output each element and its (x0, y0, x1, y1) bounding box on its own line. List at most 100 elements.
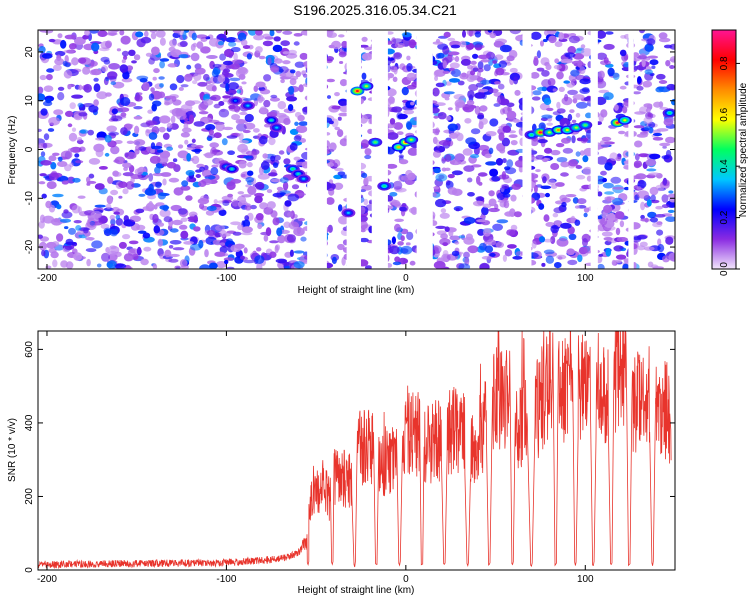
heatmap-cell (434, 102, 446, 106)
heatmap-cell (620, 35, 627, 39)
heatmap-cell (637, 245, 646, 251)
heatmap-cell (208, 119, 220, 123)
heatmap-cell (605, 31, 614, 35)
heatmap-cell (85, 248, 97, 253)
heatmap-cell (198, 240, 204, 249)
heatmap-cell (643, 116, 653, 125)
snr-y-tick-label: 200 (24, 488, 35, 505)
heatmap-cell (391, 106, 403, 113)
heatmap-cell (288, 86, 295, 95)
heatmap-cell (246, 161, 253, 168)
heatmap-cell (123, 55, 128, 61)
heatmap-cell (537, 86, 549, 91)
heatmap-cell (568, 159, 579, 167)
heatmap-cell (206, 55, 218, 59)
heatmap-cell (110, 145, 120, 155)
heatmap-cell (43, 85, 54, 92)
heatmap-cell (571, 119, 577, 123)
heatmap-cell (255, 213, 264, 221)
heatmap-cell (451, 250, 460, 257)
heatmap-cell (448, 51, 460, 56)
heatmap-cell (535, 154, 545, 160)
heatmap-cell (293, 135, 302, 142)
heatmap-cell (75, 160, 84, 164)
heatmap-cell (284, 200, 292, 207)
heatmap-cell (477, 172, 488, 177)
heatmap-cell (447, 174, 455, 179)
heatmap-cell (614, 211, 625, 220)
heatmap-cell (162, 132, 170, 140)
heatmap-y-tick-label: -20 (24, 239, 35, 254)
heatmap-cell (121, 59, 126, 64)
colorbar-tick-label: 0.2 (719, 210, 730, 224)
heatmap-cell (159, 58, 170, 62)
heatmap-cell (152, 213, 159, 223)
heatmap-cell (645, 158, 657, 167)
heatmap-cell (564, 52, 576, 58)
heatmap-cell (581, 137, 589, 142)
heatmap-cell (135, 208, 145, 214)
heatmap-cell (264, 123, 271, 128)
heatmap-cell (52, 259, 58, 268)
heatmap-cell (241, 226, 253, 234)
heatmap-cell (148, 57, 155, 65)
heatmap-cell (109, 245, 117, 250)
heatmap-cell (436, 230, 447, 236)
heatmap-cell (337, 243, 345, 251)
heatmap-cell (636, 55, 648, 60)
heatmap-peak (346, 211, 350, 214)
heatmap-cell (243, 247, 248, 254)
heatmap-cell (327, 95, 331, 99)
heatmap-cell (73, 252, 83, 261)
heatmap-cell (91, 68, 102, 76)
heatmap-cell (394, 42, 405, 48)
heatmap-cell (331, 40, 342, 50)
heatmap-cell (270, 94, 278, 99)
heatmap-cell (119, 97, 131, 106)
heatmap-cell (436, 139, 441, 148)
heatmap-cell (209, 262, 218, 269)
heatmap-cell (198, 180, 207, 187)
heatmap-cell (253, 128, 260, 133)
heatmap-cell (515, 251, 525, 257)
heatmap-cell (263, 234, 269, 242)
heatmap-cell (171, 219, 183, 226)
heatmap-cell (577, 59, 583, 68)
heatmap-cell (109, 228, 119, 237)
heatmap-cell (147, 109, 154, 114)
heatmap-cell (155, 181, 162, 188)
heatmap-cell (297, 217, 305, 222)
heatmap-cell (546, 30, 557, 35)
heatmap-cell (190, 100, 201, 105)
heatmap-cell (181, 127, 192, 133)
heatmap-cell (341, 40, 348, 49)
colorbar-tick-label: 0.4 (719, 159, 730, 173)
snr-panel: -200 -100 0 100 0 200 400 600 Height of straig… (7, 330, 676, 596)
heatmap-cell (265, 227, 272, 237)
heatmap-cell (510, 194, 517, 202)
heatmap-cell (442, 60, 447, 69)
heatmap-cell (360, 228, 366, 233)
heatmap-cell (286, 234, 296, 243)
heatmap-cell (144, 30, 149, 38)
heatmap-cell (156, 149, 164, 153)
heatmap-cell (566, 248, 575, 256)
heatmap-cell (115, 214, 121, 220)
heatmap-y-tick-label: 10 (24, 95, 35, 107)
heatmap-cell (162, 178, 167, 186)
heatmap-cell (481, 255, 493, 260)
heatmap-cell (477, 61, 484, 70)
heatmap-cell (599, 139, 610, 149)
heatmap-cell (104, 152, 110, 157)
heatmap-cell (649, 153, 661, 160)
heatmap-cell (104, 134, 112, 143)
heatmap-cell (484, 153, 492, 159)
heatmap-cell (406, 72, 417, 81)
heatmap-cell (203, 73, 210, 81)
heatmap-cell (361, 52, 373, 61)
heatmap-cell (123, 166, 128, 171)
heatmap-peak (556, 129, 560, 131)
heatmap-cell (61, 180, 69, 185)
heatmap-cell (203, 99, 214, 106)
heatmap-cell (106, 260, 117, 269)
